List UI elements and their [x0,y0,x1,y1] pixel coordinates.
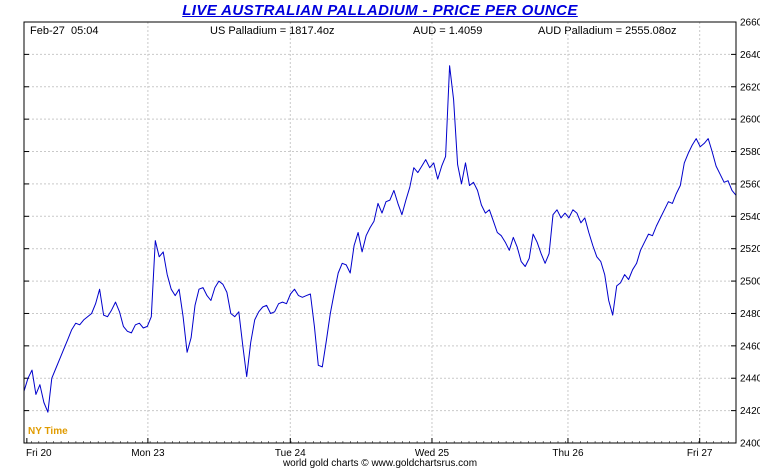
x-tick-label: Fri 20 [26,448,52,459]
page-title: LIVE AUSTRALIAN PALLADIUM - PRICE PER OU… [182,2,578,19]
y-tick-label: 2420 [740,406,760,417]
aud-palladium-quote: AUD Palladium = 2555.08oz [538,25,677,37]
y-tick-label: 2580 [740,147,760,158]
aud-exchange-rate: AUD = 1.4059 [413,25,483,37]
quote-datetime: Feb-27 05:04 [30,25,99,37]
y-tick-label: 2600 [740,115,760,126]
y-tick-label: 2440 [740,374,760,385]
x-tick-label: Thu 26 [552,448,584,459]
timezone-label: NY Time [28,426,68,437]
y-tick-label: 2560 [740,179,760,190]
x-tick-label: Mon 23 [131,448,165,459]
price-line [23,65,737,413]
y-tick-label: 2520 [740,244,760,255]
x-tick-label: Tue 24 [275,448,306,459]
y-tick-label: 2620 [740,82,760,93]
x-tick-label: Wed 25 [415,448,450,459]
y-tick-label: 2640 [740,50,760,61]
y-tick-label: 2660 [740,18,760,29]
x-tick-label: Fri 27 [687,448,713,459]
y-tick-label: 2540 [740,212,760,223]
chart-credit: world gold charts © www.goldchartsrus.co… [282,458,478,469]
y-tick-label: 2480 [740,309,760,320]
y-tick-label: 2400 [740,439,760,450]
y-tick-label: 2500 [740,277,760,288]
plot-border [23,21,737,444]
y-tick-label: 2460 [740,341,760,352]
us-palladium-quote: US Palladium = 1817.4oz [210,25,335,37]
